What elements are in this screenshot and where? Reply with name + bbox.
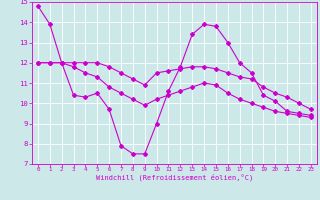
X-axis label: Windchill (Refroidissement éolien,°C): Windchill (Refroidissement éolien,°C) bbox=[96, 174, 253, 181]
